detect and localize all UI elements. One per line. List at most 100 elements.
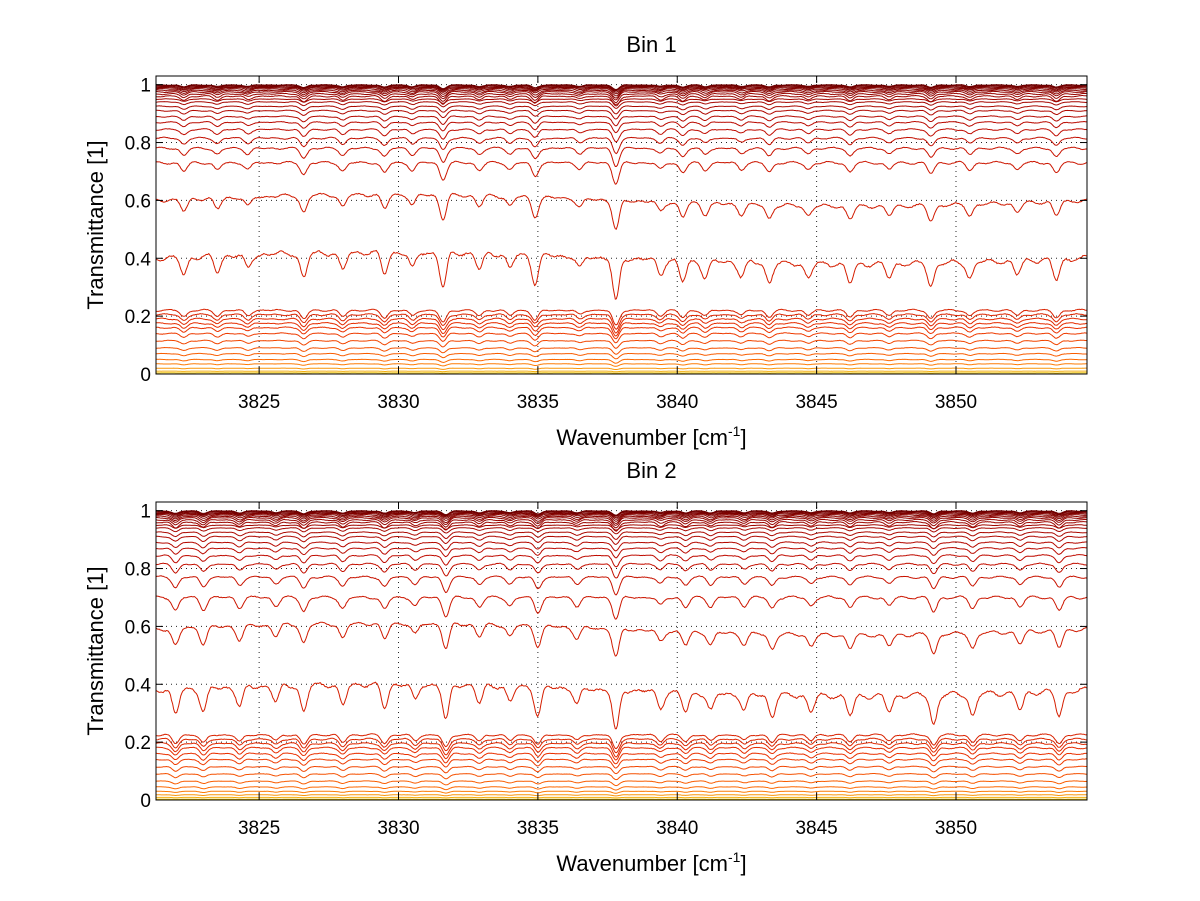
series-line-26 (156, 321, 1087, 337)
series-line-7 (156, 515, 1087, 525)
series-line-12 (156, 527, 1087, 535)
series-line-19 (156, 575, 1087, 596)
axes-frame (155, 501, 1088, 801)
series-line-27 (156, 752, 1087, 765)
y-tick-label: 0.6 (125, 617, 151, 638)
series-line-14 (156, 535, 1087, 545)
series-line-6 (156, 87, 1087, 97)
series-line-21 (156, 621, 1087, 657)
x-tick-label: 3850 (935, 818, 977, 839)
y-axis-label: Transmittance [1] (83, 140, 108, 309)
series-line-8 (156, 516, 1087, 526)
y-tick-label: 1 (140, 502, 151, 523)
series-line-18 (156, 562, 1087, 579)
series-line-20 (156, 160, 1087, 185)
series-line-24 (156, 737, 1087, 754)
x-tick-label: 3835 (517, 818, 559, 839)
series-line-17 (156, 128, 1087, 143)
x-tick-label: 3825 (238, 392, 280, 413)
series-line-17 (156, 554, 1087, 568)
series-group (156, 84, 1087, 374)
series-line-4 (156, 512, 1087, 519)
axes-frame (155, 75, 1088, 375)
series-line-28 (156, 758, 1087, 769)
x-tick-label: 3830 (377, 392, 419, 413)
y-tick-label: 0.4 (125, 249, 152, 270)
series-line-14 (156, 109, 1087, 120)
x-tick-label: 3825 (238, 818, 280, 839)
series-line-32 (156, 786, 1087, 791)
series-line-22 (156, 249, 1087, 300)
y-tick-label: 0 (140, 365, 151, 386)
series-line-22 (156, 681, 1087, 730)
series-line-23 (156, 308, 1087, 326)
series-line-20 (156, 595, 1087, 620)
series-line-4 (156, 86, 1087, 93)
series-line-21 (156, 192, 1087, 230)
series-line-3 (156, 511, 1087, 517)
series-line-9 (156, 518, 1087, 529)
series-line-30 (156, 772, 1087, 781)
series-line-26 (156, 746, 1087, 761)
y-tick-label: 0.6 (125, 191, 151, 212)
series-line-19 (156, 146, 1087, 167)
series-line-1 (156, 510, 1087, 516)
series-line-29 (156, 339, 1087, 349)
y-axis-label: Transmittance [1] (83, 566, 108, 735)
y-tick-label: 0.2 (125, 307, 151, 328)
series-line-28 (156, 332, 1087, 344)
series-line-16 (156, 546, 1087, 559)
series-group (156, 510, 1087, 800)
series-line-23 (156, 733, 1087, 750)
series-line-13 (156, 531, 1087, 540)
y-tick-label: 0.4 (125, 675, 152, 696)
series-line-35 (156, 796, 1087, 799)
series-line-34 (156, 794, 1087, 797)
series-line-31 (156, 352, 1087, 360)
y-tick-label: 0.8 (125, 134, 151, 155)
series-line-33 (156, 790, 1087, 794)
x-tick-label: 3845 (795, 818, 837, 839)
series-line-10 (156, 94, 1087, 107)
series-line-7 (156, 89, 1087, 99)
series-line-33 (156, 363, 1087, 367)
series-line-9 (156, 92, 1087, 104)
chart-panel-2: 3825 3830 3835 3840 3845 3850 0 0.2 0.4 0.6 0.8 1 Bi… (83, 458, 1088, 876)
series-line-24 (156, 313, 1087, 330)
y-tick-label: 0.8 (125, 560, 151, 581)
series-line-35 (156, 370, 1087, 373)
series-line-5 (156, 512, 1087, 520)
x-tick-label: 3850 (935, 392, 977, 413)
chart-panel-1: 3825 3830 3835 3840 3845 3850 0 0.2 0.4 0.6 0.8 1 Bi… (83, 32, 1088, 450)
y-tick-label: 0 (140, 791, 151, 812)
series-line-12 (156, 101, 1087, 109)
x-axis-label: Wavenumber [cm-1] (556, 423, 746, 450)
series-line-29 (156, 765, 1087, 775)
series-line-27 (156, 326, 1087, 340)
series-line-34 (156, 367, 1087, 370)
series-line-10 (156, 520, 1087, 532)
series-line-5 (156, 86, 1087, 95)
series-line-25 (156, 317, 1087, 334)
series-line-18 (156, 136, 1087, 155)
chart-title: Bin 1 (626, 32, 676, 57)
series-line-25 (156, 741, 1087, 758)
series-line-15 (156, 541, 1087, 552)
series-line-1 (156, 84, 1087, 91)
series-line-31 (156, 780, 1087, 787)
x-tick-label: 3840 (656, 818, 698, 839)
series-line-32 (156, 358, 1087, 364)
y-tick-label: 0.2 (125, 733, 151, 754)
series-line-6 (156, 513, 1087, 522)
x-tick-label: 3830 (377, 818, 419, 839)
x-tick-label: 3845 (795, 392, 837, 413)
x-axis-label: Wavenumber [cm-1] (556, 849, 746, 876)
x-tick-label: 3840 (656, 392, 698, 413)
series-line-8 (156, 90, 1087, 101)
chart-title: Bin 2 (626, 458, 676, 483)
series-line-13 (156, 105, 1087, 115)
y-tick-label: 1 (140, 76, 151, 97)
series-line-30 (156, 346, 1087, 355)
x-tick-label: 3835 (517, 392, 559, 413)
